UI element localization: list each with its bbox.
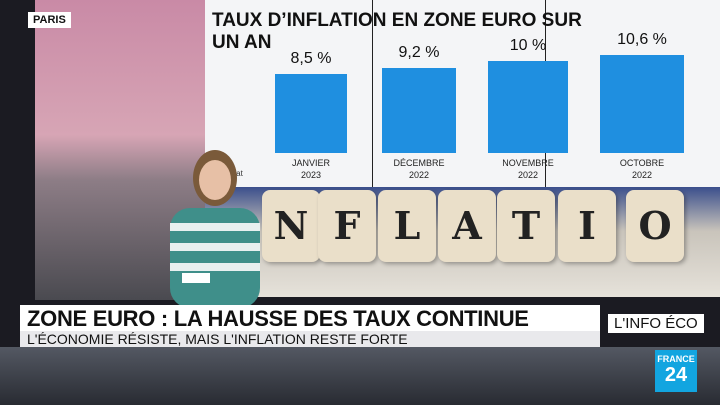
category-label: DÉCEMBRE 2022 [393, 158, 445, 180]
chart-title: TAUX D’INFLATION EN ZONE EURO SUR UN AN [212, 10, 582, 53]
bar [600, 55, 684, 153]
subheadline: L'ÉCONOMIE RÉSISTE, MAIS L'INFLATION RES… [27, 331, 408, 347]
die: F [318, 190, 376, 262]
bar [488, 60, 568, 153]
divider [372, 0, 373, 187]
location-tag: PARIS [28, 12, 71, 28]
die: T [497, 190, 555, 262]
subheadline-band [20, 331, 600, 347]
die: N [262, 190, 320, 262]
die: O [626, 190, 684, 262]
headline: ZONE EURO : LA HAUSSE DES TAUX CONTINUE [27, 306, 529, 331]
category-label: OCTOBRE 2022 [619, 158, 665, 180]
presenter [170, 150, 260, 308]
value-label: 10 % [509, 36, 547, 54]
bar [275, 74, 347, 153]
channel-number: 24 [664, 364, 688, 386]
bar [382, 67, 456, 153]
value-label: 10,6 % [617, 31, 667, 48]
die: I [558, 190, 616, 262]
segment-label: L'INFO ÉCO [608, 314, 704, 333]
headline-band [20, 305, 600, 331]
value-label: 9,2 % [398, 43, 440, 61]
value-label: 8,5 % [290, 50, 332, 68]
die: L [378, 190, 436, 262]
category-label: NOVEMBRE 2022 [502, 158, 554, 180]
channel-name: FRANCE [657, 354, 695, 364]
die: A [438, 190, 496, 262]
category-label: JANVIER 2023 [291, 158, 330, 180]
channel-logo: FRANCE 24 [655, 350, 697, 392]
studio-floor [0, 347, 720, 405]
